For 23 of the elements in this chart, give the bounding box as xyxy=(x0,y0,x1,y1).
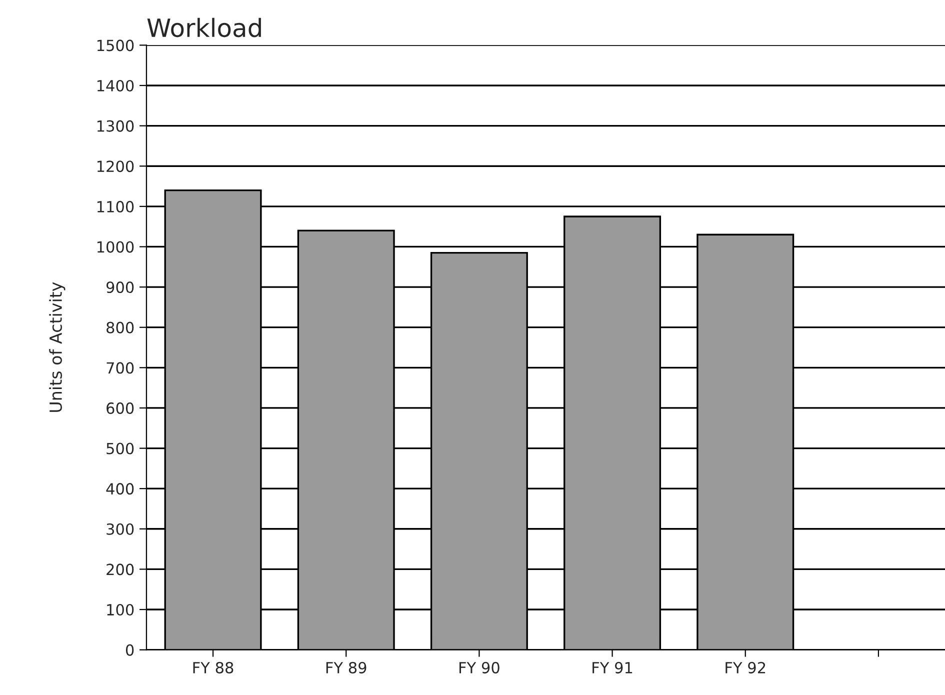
y-tick-label: 1500 xyxy=(97,40,134,52)
x-tick-label: FY 89 xyxy=(326,662,366,674)
y-tick-label: 1000 xyxy=(97,241,134,253)
chart-title: Workload xyxy=(147,18,261,38)
x-tick-label: FY 90 xyxy=(459,662,500,674)
y-tick-label: 900 xyxy=(106,282,134,294)
x-tick-label: FY 92 xyxy=(726,662,766,674)
y-tick-label: 0 xyxy=(126,644,134,656)
y-tick-label: 800 xyxy=(106,322,134,334)
y-tick-label: 300 xyxy=(106,523,134,535)
y-tick-label: 1400 xyxy=(97,80,134,92)
y-tick-label: 400 xyxy=(106,483,134,495)
y-tick-label: 1200 xyxy=(97,160,134,172)
y-tick-label: 1300 xyxy=(97,120,134,132)
y-axis-title: Units of Activity xyxy=(49,282,66,412)
y-tick-label: 600 xyxy=(106,402,134,414)
y-tick-label: 700 xyxy=(106,362,134,374)
y-tick-label: 500 xyxy=(106,442,134,454)
y-tick-label: 100 xyxy=(107,604,134,616)
x-tick-label: FY 88 xyxy=(193,662,234,674)
y-tick-label: 200 xyxy=(106,564,134,576)
y-tick-label: 1100 xyxy=(97,200,134,212)
x-tick-label: FY 91 xyxy=(592,662,632,674)
